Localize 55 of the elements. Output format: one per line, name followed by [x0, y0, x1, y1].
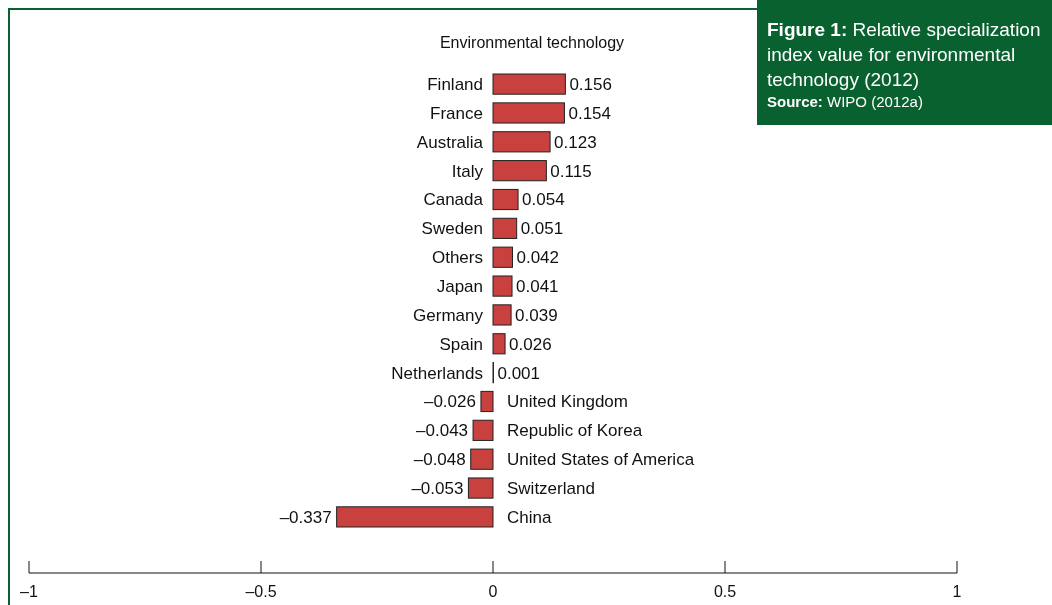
y-tick-label: Finland: [427, 75, 483, 95]
x-tick-label: 0.5: [713, 582, 737, 600]
data-label: 0.054: [522, 190, 565, 210]
chart-subtitle: Figure 1: Relative specialization index value for environmental technology (2012): [767, 19, 1041, 90]
annotation: Source: WIPO (2012a): [767, 93, 923, 110]
data-label: 0.026: [509, 334, 552, 354]
data-label: 0.041: [516, 277, 559, 297]
bar: [492, 73, 566, 95]
y-tick-label: France: [430, 103, 483, 123]
data-label: 0.001: [497, 363, 541, 383]
data-label: 0.039: [515, 305, 558, 325]
data-label: 0.051: [520, 219, 564, 239]
data-label: 0.156: [569, 75, 612, 95]
data-label: –0.026: [423, 392, 476, 412]
y-tick-label: Spain: [439, 334, 483, 354]
data-label: –0.043: [416, 421, 469, 441]
x-tick-label: –0.5: [245, 582, 277, 600]
bar: [470, 448, 494, 470]
y-tick-label: Switzerland: [507, 479, 595, 498]
bar: [492, 160, 547, 182]
y-tick-label: Sweden: [421, 219, 483, 239]
chart-title: Environmental technology: [439, 33, 625, 51]
data-label: 0.042: [516, 248, 560, 268]
y-tick-label: Germany: [413, 305, 484, 325]
bar: [336, 506, 494, 528]
bar: [492, 246, 513, 268]
y-tick-label: United Kingdom: [507, 392, 628, 412]
y-tick-label: Australia: [416, 132, 484, 152]
x-tick-label: –1: [20, 582, 38, 600]
y-tick-label: Republic of Korea: [507, 421, 643, 441]
bar: [492, 217, 518, 239]
data-label: 0.154: [568, 103, 611, 123]
y-tick-label: Canada: [423, 190, 484, 210]
y-tick-label: China: [507, 507, 552, 527]
bar: [492, 333, 506, 355]
y-tick-label: United States of America: [507, 450, 695, 470]
data-label: 0.123: [554, 132, 597, 152]
data-label: 0.115: [550, 161, 592, 181]
y-tick-label: Netherlands: [391, 363, 483, 383]
y-tick-label: Italy: [451, 161, 484, 181]
x-tick-label: 0: [488, 582, 498, 600]
bar: [480, 390, 494, 413]
bar: [492, 188, 519, 211]
data-label: –0.053: [411, 479, 464, 498]
bar: [467, 477, 494, 499]
y-tick-label: Japan: [436, 277, 483, 297]
bar: [492, 102, 565, 124]
bar: [492, 275, 513, 297]
bar: [492, 304, 512, 326]
data-label: –0.048: [413, 450, 466, 470]
x-tick-label: 1: [952, 582, 962, 600]
bar: [472, 419, 494, 441]
data-label: –0.337: [279, 507, 332, 527]
y-tick-label: Others: [431, 248, 483, 268]
bar: [492, 131, 551, 153]
